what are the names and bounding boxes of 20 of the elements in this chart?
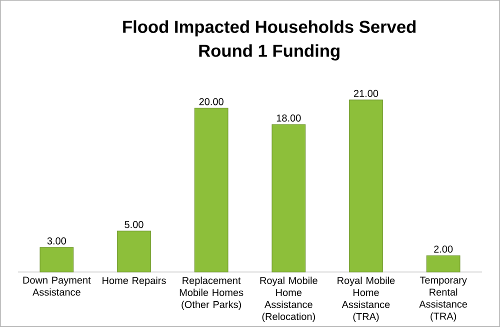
data-label: 21.00 [354, 90, 378, 98]
data-label: 2.00 [434, 246, 453, 253]
data-label: 5.00 [124, 221, 144, 228]
bar [272, 124, 306, 272]
x-tick-label: Replacement Mobile Homes (Other Parks) [180, 276, 244, 310]
x-tick-label: Down Payment Assistance [23, 276, 91, 296]
bar [117, 230, 151, 272]
bar [349, 100, 383, 272]
bar [426, 255, 460, 272]
bar [40, 247, 74, 272]
bar [194, 108, 228, 272]
chart-title: Flood Impacted Households Served [123, 20, 416, 36]
x-tick-label: Temporary Rental Assistance (TRA) [419, 276, 468, 322]
data-label: 3.00 [47, 237, 66, 244]
data-label: 20.00 [199, 98, 224, 106]
data-label: 18.00 [276, 114, 301, 122]
x-tick-label: Royal Mobile Home Assistance (Relocation) [260, 276, 318, 322]
x-tick-label: Royal Mobile Home Assistance (TRA) [338, 276, 395, 322]
chart-subtitle: Round 1 Funding [199, 44, 340, 60]
x-tick-label: Home Repairs [102, 276, 166, 286]
